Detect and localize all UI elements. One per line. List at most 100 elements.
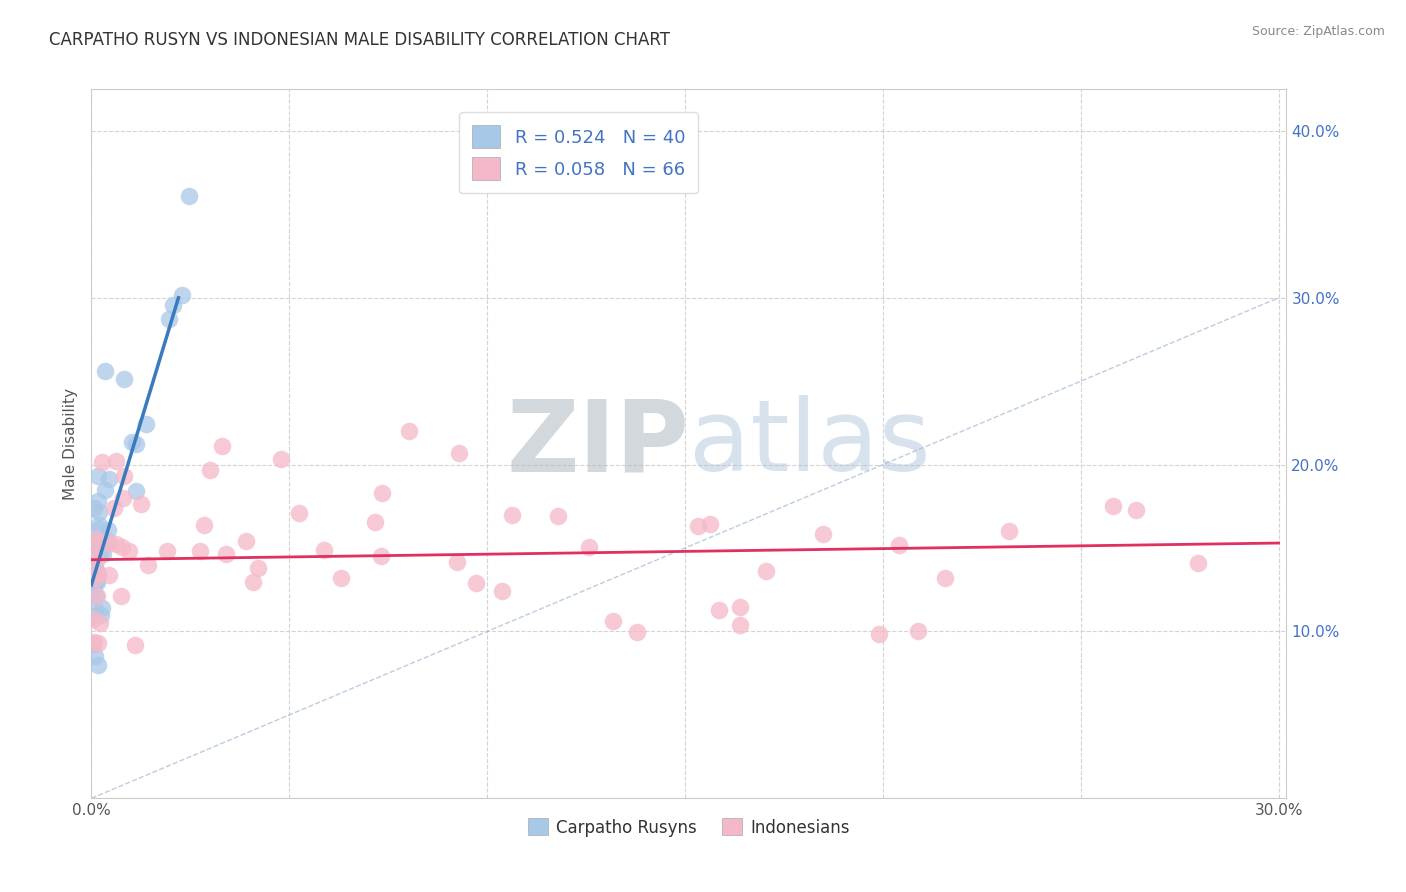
Point [87, 518, 110, 533]
Point [86, 575, 108, 590]
Point [98, 568, 121, 582]
Point [87, 468, 110, 483]
Point [105, 454, 128, 468]
Point [370, 549, 392, 564]
Point [87, 657, 110, 672]
Point [193, 518, 215, 533]
Point [90, 455, 112, 469]
Point [121, 434, 143, 449]
Point [188, 544, 211, 558]
Point [449, 446, 471, 460]
Point [89, 546, 111, 560]
Point [329, 571, 352, 585]
Point [235, 534, 257, 549]
Point [87, 636, 110, 650]
Point [80, 585, 103, 599]
Point [112, 372, 135, 386]
Y-axis label: Male Disability: Male Disability [63, 388, 79, 500]
Point [728, 618, 751, 632]
Point [83, 574, 105, 589]
Point [501, 508, 523, 522]
Point [998, 524, 1021, 538]
Point [84, 559, 107, 574]
Point [907, 624, 929, 638]
Point [97, 536, 120, 550]
Point [91, 547, 114, 561]
Point [82, 612, 104, 626]
Point [157, 311, 180, 326]
Point [84, 589, 107, 603]
Point [86, 533, 108, 547]
Point [125, 437, 148, 451]
Point [89, 615, 111, 630]
Point [312, 543, 335, 558]
Point [86, 589, 108, 603]
Point [80, 609, 103, 624]
Point [124, 638, 146, 652]
Point [83, 634, 105, 648]
Point [465, 575, 488, 590]
Point [755, 564, 778, 578]
Point [87, 522, 110, 536]
Point [1125, 503, 1147, 517]
Point [170, 288, 193, 302]
Point [83, 648, 105, 663]
Point [83, 534, 105, 549]
Point [270, 452, 292, 467]
Point [162, 298, 184, 312]
Point [80, 541, 103, 555]
Point [86, 566, 108, 581]
Point [118, 543, 141, 558]
Text: CARPATHO RUSYN VS INDONESIAN MALE DISABILITY CORRELATION CHART: CARPATHO RUSYN VS INDONESIAN MALE DISABI… [49, 31, 671, 49]
Point [84, 554, 107, 568]
Point [578, 540, 600, 554]
Point [84, 537, 107, 551]
Point [90, 607, 112, 622]
Point [111, 540, 134, 554]
Point [97, 472, 120, 486]
Point [83, 501, 105, 516]
Point [83, 578, 105, 592]
Point [247, 561, 270, 575]
Text: ZIP: ZIP [506, 395, 689, 492]
Point [1187, 556, 1209, 570]
Point [370, 485, 392, 500]
Point [177, 188, 200, 202]
Point [135, 417, 157, 431]
Point [111, 491, 134, 505]
Point [86, 494, 108, 508]
Point [699, 517, 721, 532]
Point [110, 589, 132, 603]
Point [105, 537, 128, 551]
Point [93, 483, 115, 497]
Point [156, 544, 179, 558]
Point [1102, 499, 1125, 513]
Point [94, 363, 117, 377]
Point [136, 558, 159, 573]
Point [82, 549, 104, 564]
Point [728, 599, 751, 614]
Point [96, 533, 118, 548]
Point [82, 637, 104, 651]
Point [198, 462, 221, 476]
Point [446, 555, 468, 569]
Point [84, 571, 107, 585]
Text: atlas: atlas [689, 395, 931, 492]
Legend: Carpatho Rusyns, Indonesians: Carpatho Rusyns, Indonesians [522, 812, 856, 843]
Point [84, 603, 107, 617]
Text: Source: ZipAtlas.com: Source: ZipAtlas.com [1251, 25, 1385, 38]
Point [87, 505, 110, 519]
Point [211, 439, 233, 453]
Point [934, 571, 956, 585]
Point [887, 538, 910, 552]
Point [242, 575, 264, 590]
Point [868, 627, 890, 641]
Point [602, 614, 624, 628]
Point [214, 547, 236, 561]
Point [114, 469, 136, 483]
Point [287, 506, 309, 520]
Point [129, 497, 152, 511]
Point [707, 603, 730, 617]
Point [398, 424, 420, 438]
Point [97, 523, 120, 537]
